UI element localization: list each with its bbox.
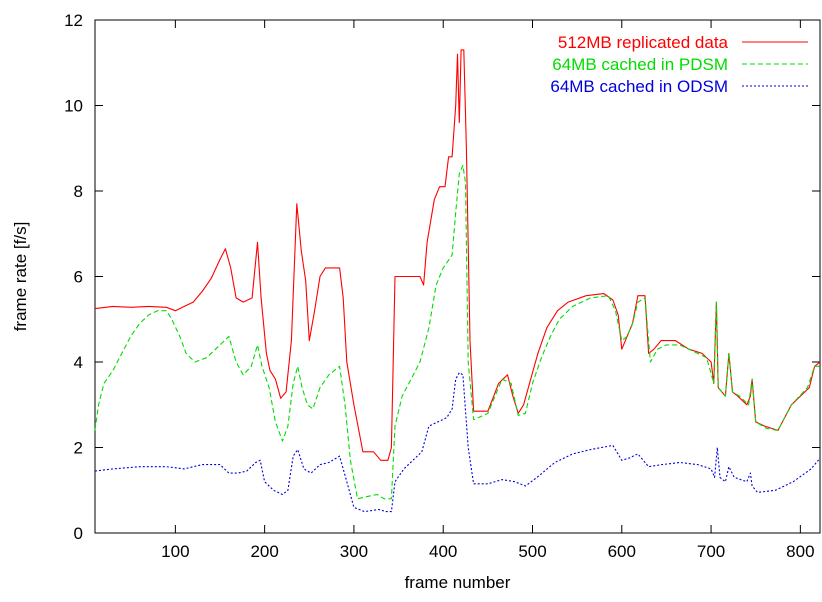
- x-tick-label: 500: [518, 542, 546, 561]
- y-tick-label: 6: [74, 268, 83, 287]
- x-tick-label: 100: [161, 542, 189, 561]
- series-line-1: [94, 49, 821, 461]
- y-tick-label: 10: [64, 97, 83, 116]
- y-tick-label: 4: [74, 353, 83, 372]
- x-axis-title: frame number: [405, 573, 511, 592]
- plot-border: [94, 19, 821, 534]
- y-tick-label: 0: [74, 524, 83, 543]
- x-tick-label: 300: [340, 542, 368, 561]
- series-line-2: [94, 164, 820, 500]
- x-tick-label: 200: [250, 542, 278, 561]
- legend-label-3: 64MB cached in ODSM: [550, 77, 728, 96]
- plot-frame: [94, 19, 821, 534]
- legend: 512MB replicated data 64MB cached in PDSM…: [550, 33, 808, 96]
- y-axis: 0 2 4 6 8 10 12: [64, 11, 820, 543]
- y-tick-label: 8: [74, 182, 83, 201]
- legend-label-1: 512MB replicated data: [558, 33, 729, 52]
- y-tick-label: 12: [64, 11, 83, 30]
- x-tick-label: 800: [786, 542, 814, 561]
- x-tick-label: 600: [608, 542, 636, 561]
- x-axis: 100 200 300 400 500 600 700 800: [161, 20, 815, 561]
- x-tick-label: 700: [697, 542, 725, 561]
- y-axis-title: frame rate [f/s]: [11, 222, 30, 332]
- series-line-3: [94, 372, 821, 513]
- legend-label-2: 64MB cached in PDSM: [552, 55, 728, 74]
- y-tick-label: 2: [74, 439, 83, 458]
- x-tick-label: 400: [429, 542, 457, 561]
- series-group: [94, 49, 821, 513]
